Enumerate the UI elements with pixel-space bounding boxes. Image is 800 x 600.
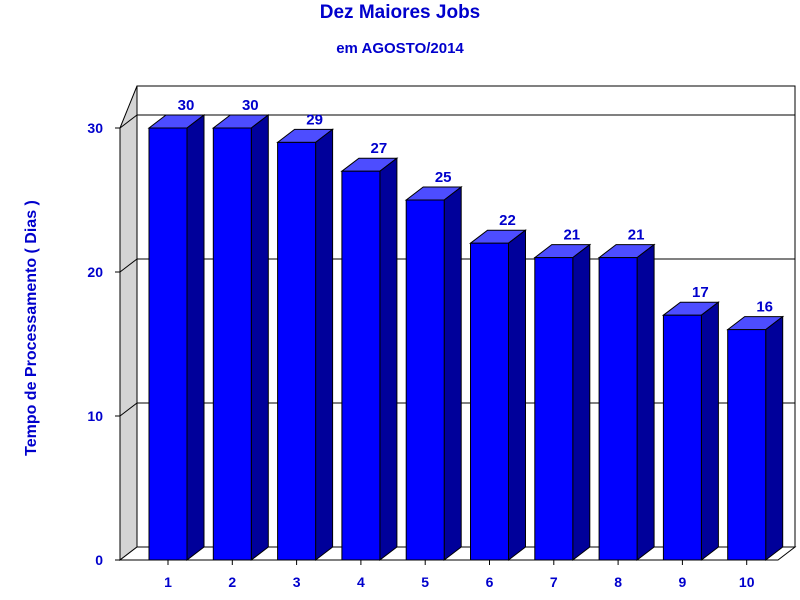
bar-front [470,242,509,561]
bar-front [598,257,638,561]
chart-subtitle: em AGOSTO/2014 [336,40,464,57]
bar-front [148,127,188,561]
x-axis-ticks: 1 2 3 4 5 6 7 8 9 10 [164,560,755,590]
bar [469,229,527,562]
bar-side [572,243,591,562]
bar [147,113,206,562]
bar-side [186,113,205,562]
bar [726,315,785,562]
bar-front [662,314,702,561]
x-tick-label: 7 [550,574,558,590]
x-tick-label: 4 [357,574,365,590]
data-label: 27 [371,140,388,157]
bar-side [379,157,398,562]
bars [147,113,785,562]
x-tick-label: 8 [614,574,622,590]
data-label: 30 [242,97,259,114]
x-tick-label: 10 [739,574,755,590]
x-tick-label: 9 [679,574,687,590]
bar-front [534,257,574,561]
grid-line [119,114,138,129]
bar-front [212,127,252,561]
data-label: 21 [628,227,645,244]
bar [211,113,270,562]
bar-side [250,113,269,562]
bar-side [443,185,462,562]
y-tick-label: 0 [95,552,103,568]
data-label: 17 [692,284,709,301]
data-label: 22 [499,212,516,229]
bar-side [636,243,655,562]
data-label: 25 [435,169,452,186]
y-tick-label: 20 [87,264,103,280]
bar [404,185,463,562]
x-tick-label: 5 [421,574,429,590]
y-tick-label: 10 [87,408,103,424]
bar-front [405,199,445,561]
side-wall [119,85,138,562]
bar [276,128,335,562]
x-tick-label: 6 [486,574,494,590]
bar-side [700,301,719,562]
x-tick-label: 1 [164,574,172,590]
bar [533,243,592,562]
bar [661,301,720,562]
bar-side [765,315,784,562]
data-label: 29 [306,111,323,128]
bar [340,157,399,562]
data-label: 21 [563,227,580,244]
bar [597,243,656,562]
bar-front [277,141,317,561]
y-tick-label: 30 [87,120,103,136]
data-labels: 30 30 29 27 25 22 21 21 17 16 [178,97,773,316]
data-label: 30 [178,97,195,114]
data-label: 16 [756,299,773,316]
grid-line [119,402,138,417]
bar-side [508,229,526,562]
bar-side [315,128,334,562]
x-tick-label: 2 [228,574,236,590]
grid-line [119,258,138,273]
bar-front [341,170,381,561]
bar-front [727,329,767,561]
x-tick-label: 3 [293,574,301,590]
chart-title: Dez Maiores Jobs [319,2,481,23]
